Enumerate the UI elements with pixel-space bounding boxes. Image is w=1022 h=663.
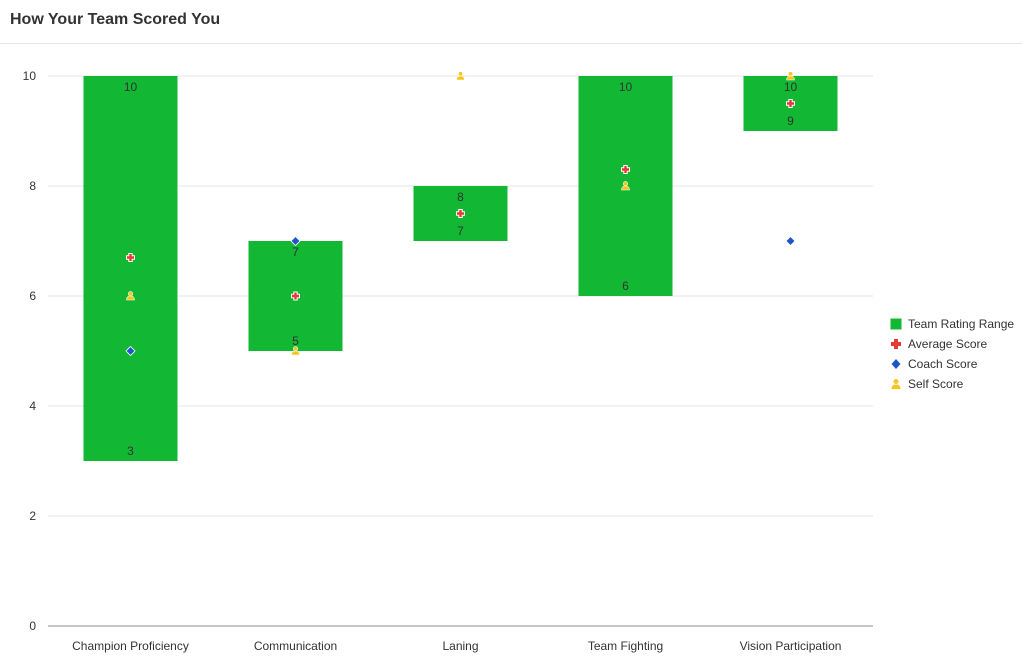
- legend-label-average: Average Score: [908, 337, 988, 351]
- legend-plus-icon: [890, 338, 902, 350]
- self-score-marker: [291, 350, 300, 356]
- range-low-label: 5: [292, 334, 299, 348]
- x-tick-label: Laning: [442, 639, 478, 653]
- x-tick-label: Champion Proficiency: [72, 639, 189, 653]
- legend-diamond-icon: [890, 358, 902, 370]
- self-score-marker: [126, 295, 135, 301]
- range-high-label: 10: [784, 80, 798, 94]
- range-low-label: 6: [622, 279, 629, 293]
- x-tick-label: Vision Participation: [740, 639, 842, 653]
- average-score-marker: [126, 253, 135, 262]
- legend-label-self: Self Score: [908, 377, 964, 391]
- self-score-marker: [456, 75, 465, 81]
- coach-score-marker: [785, 235, 796, 247]
- average-score-marker: [291, 291, 300, 301]
- self-score-marker: [621, 185, 630, 191]
- legend-label-coach: Coach Score: [908, 357, 978, 371]
- range-high-label: 8: [457, 190, 464, 204]
- chart-header: How Your Team Scored You: [0, 0, 1022, 44]
- legend-item-coach[interactable]: Coach Score: [890, 354, 1014, 374]
- coach-score-marker: [125, 345, 136, 357]
- legend-person-icon: [890, 378, 902, 390]
- coach-score-marker: [290, 235, 301, 247]
- y-tick-label: 8: [29, 179, 36, 193]
- range-high-label: 10: [619, 80, 633, 94]
- legend-item-average[interactable]: Average Score: [890, 334, 1014, 354]
- self-score-marker-head: [128, 291, 134, 297]
- legend-label-range: Team Rating Range: [908, 317, 1015, 331]
- legend-square-icon: [890, 318, 902, 330]
- chart-title: How Your Team Scored You: [10, 11, 221, 28]
- average-score-marker: [456, 209, 465, 218]
- self-score-marker-head: [622, 181, 628, 187]
- average-score-marker: [621, 165, 630, 174]
- range-low-label: 9: [787, 114, 794, 128]
- y-tick-label: 6: [29, 289, 36, 303]
- range-high-label: 7: [292, 245, 299, 259]
- legend-item-self[interactable]: Self Score: [890, 374, 1014, 394]
- range-low-label: 7: [457, 224, 464, 238]
- self-score-marker-head: [457, 71, 463, 77]
- y-tick-label: 10: [23, 69, 37, 83]
- y-tick-label: 4: [29, 399, 36, 413]
- self-score-marker: [786, 75, 795, 81]
- y-tick-label: 2: [29, 509, 36, 523]
- range-low-label: 3: [127, 444, 134, 458]
- y-tick-label: 0: [29, 619, 36, 633]
- average-score-marker: [786, 99, 795, 108]
- range-high-label: 10: [124, 80, 138, 94]
- x-tick-label: Team Fighting: [588, 639, 663, 653]
- range-bar: [83, 76, 178, 461]
- chart-legend: Team Rating Range Average Score Coach Sc…: [890, 314, 1014, 394]
- self-score-marker-head: [787, 71, 793, 77]
- x-tick-label: Communication: [254, 639, 337, 653]
- legend-item-range[interactable]: Team Rating Range: [890, 314, 1014, 334]
